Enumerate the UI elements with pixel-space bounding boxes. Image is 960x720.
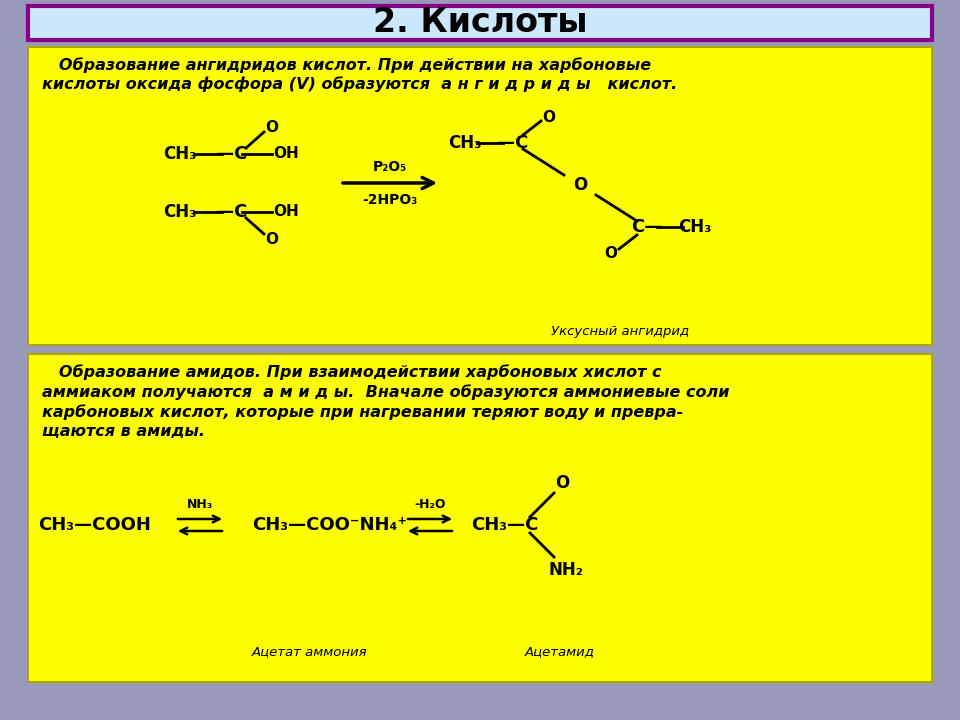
Text: CH₃—COOH: CH₃—COOH (38, 516, 152, 534)
Text: CH₃—C: CH₃—C (471, 516, 539, 534)
Text: Ацетат аммония: Ацетат аммония (252, 646, 368, 659)
Text: P₂O₅: P₂O₅ (372, 160, 407, 174)
Text: аммиаком получаются  а м и д ы.  Вначале образуются аммониевые соли: аммиаком получаются а м и д ы. Вначале о… (42, 384, 730, 400)
Text: O: O (266, 233, 278, 248)
Text: NH₃: NH₃ (187, 498, 213, 511)
Bar (28, 47, 932, 345)
Text: OH: OH (274, 146, 299, 161)
Text: O: O (542, 109, 556, 125)
Text: 2. Кислоты: 2. Кислоты (372, 6, 588, 40)
Text: CH₃: CH₃ (679, 218, 711, 236)
Text: кислоты оксида фосфора (V) образуются  а н г и д р и д ы   кислот.: кислоты оксида фосфора (V) образуются а … (42, 76, 677, 92)
Bar (28, 354, 932, 682)
Text: NH₂: NH₂ (548, 561, 584, 579)
Text: —C: —C (497, 134, 529, 152)
Text: CH₃: CH₃ (163, 145, 197, 163)
Text: O: O (266, 120, 278, 135)
Text: карбоновых кислот, которые при нагревании теряют воду и превра-: карбоновых кислот, которые при нагревани… (42, 404, 684, 420)
Text: Уксусный ангидрид: Уксусный ангидрид (551, 325, 689, 338)
Bar (28, 6, 932, 40)
Text: C—: C— (632, 218, 662, 236)
Text: Образование амидов. При взаимодействии харбоновых хислот с: Образование амидов. При взаимодействии х… (42, 364, 661, 380)
Text: —C: —C (216, 203, 248, 221)
Text: CH₃—COO⁻NH₄⁺: CH₃—COO⁻NH₄⁺ (252, 516, 407, 534)
Text: -2HPO₃: -2HPO₃ (362, 193, 418, 207)
Text: O: O (555, 474, 569, 492)
Text: Ацетамид: Ацетамид (525, 646, 595, 659)
Text: —C: —C (216, 145, 248, 163)
Text: OH: OH (274, 204, 299, 220)
Text: -H₂O: -H₂O (415, 498, 445, 511)
Text: щаются в амиды.: щаются в амиды. (42, 425, 205, 439)
Text: O: O (573, 176, 588, 194)
Text: CH₃: CH₃ (163, 203, 197, 221)
Text: CH₃: CH₃ (448, 134, 482, 152)
Text: O: O (605, 246, 617, 261)
Text: Образование ангидридов кислот. При действии на харбоновые: Образование ангидридов кислот. При дейст… (42, 57, 651, 73)
